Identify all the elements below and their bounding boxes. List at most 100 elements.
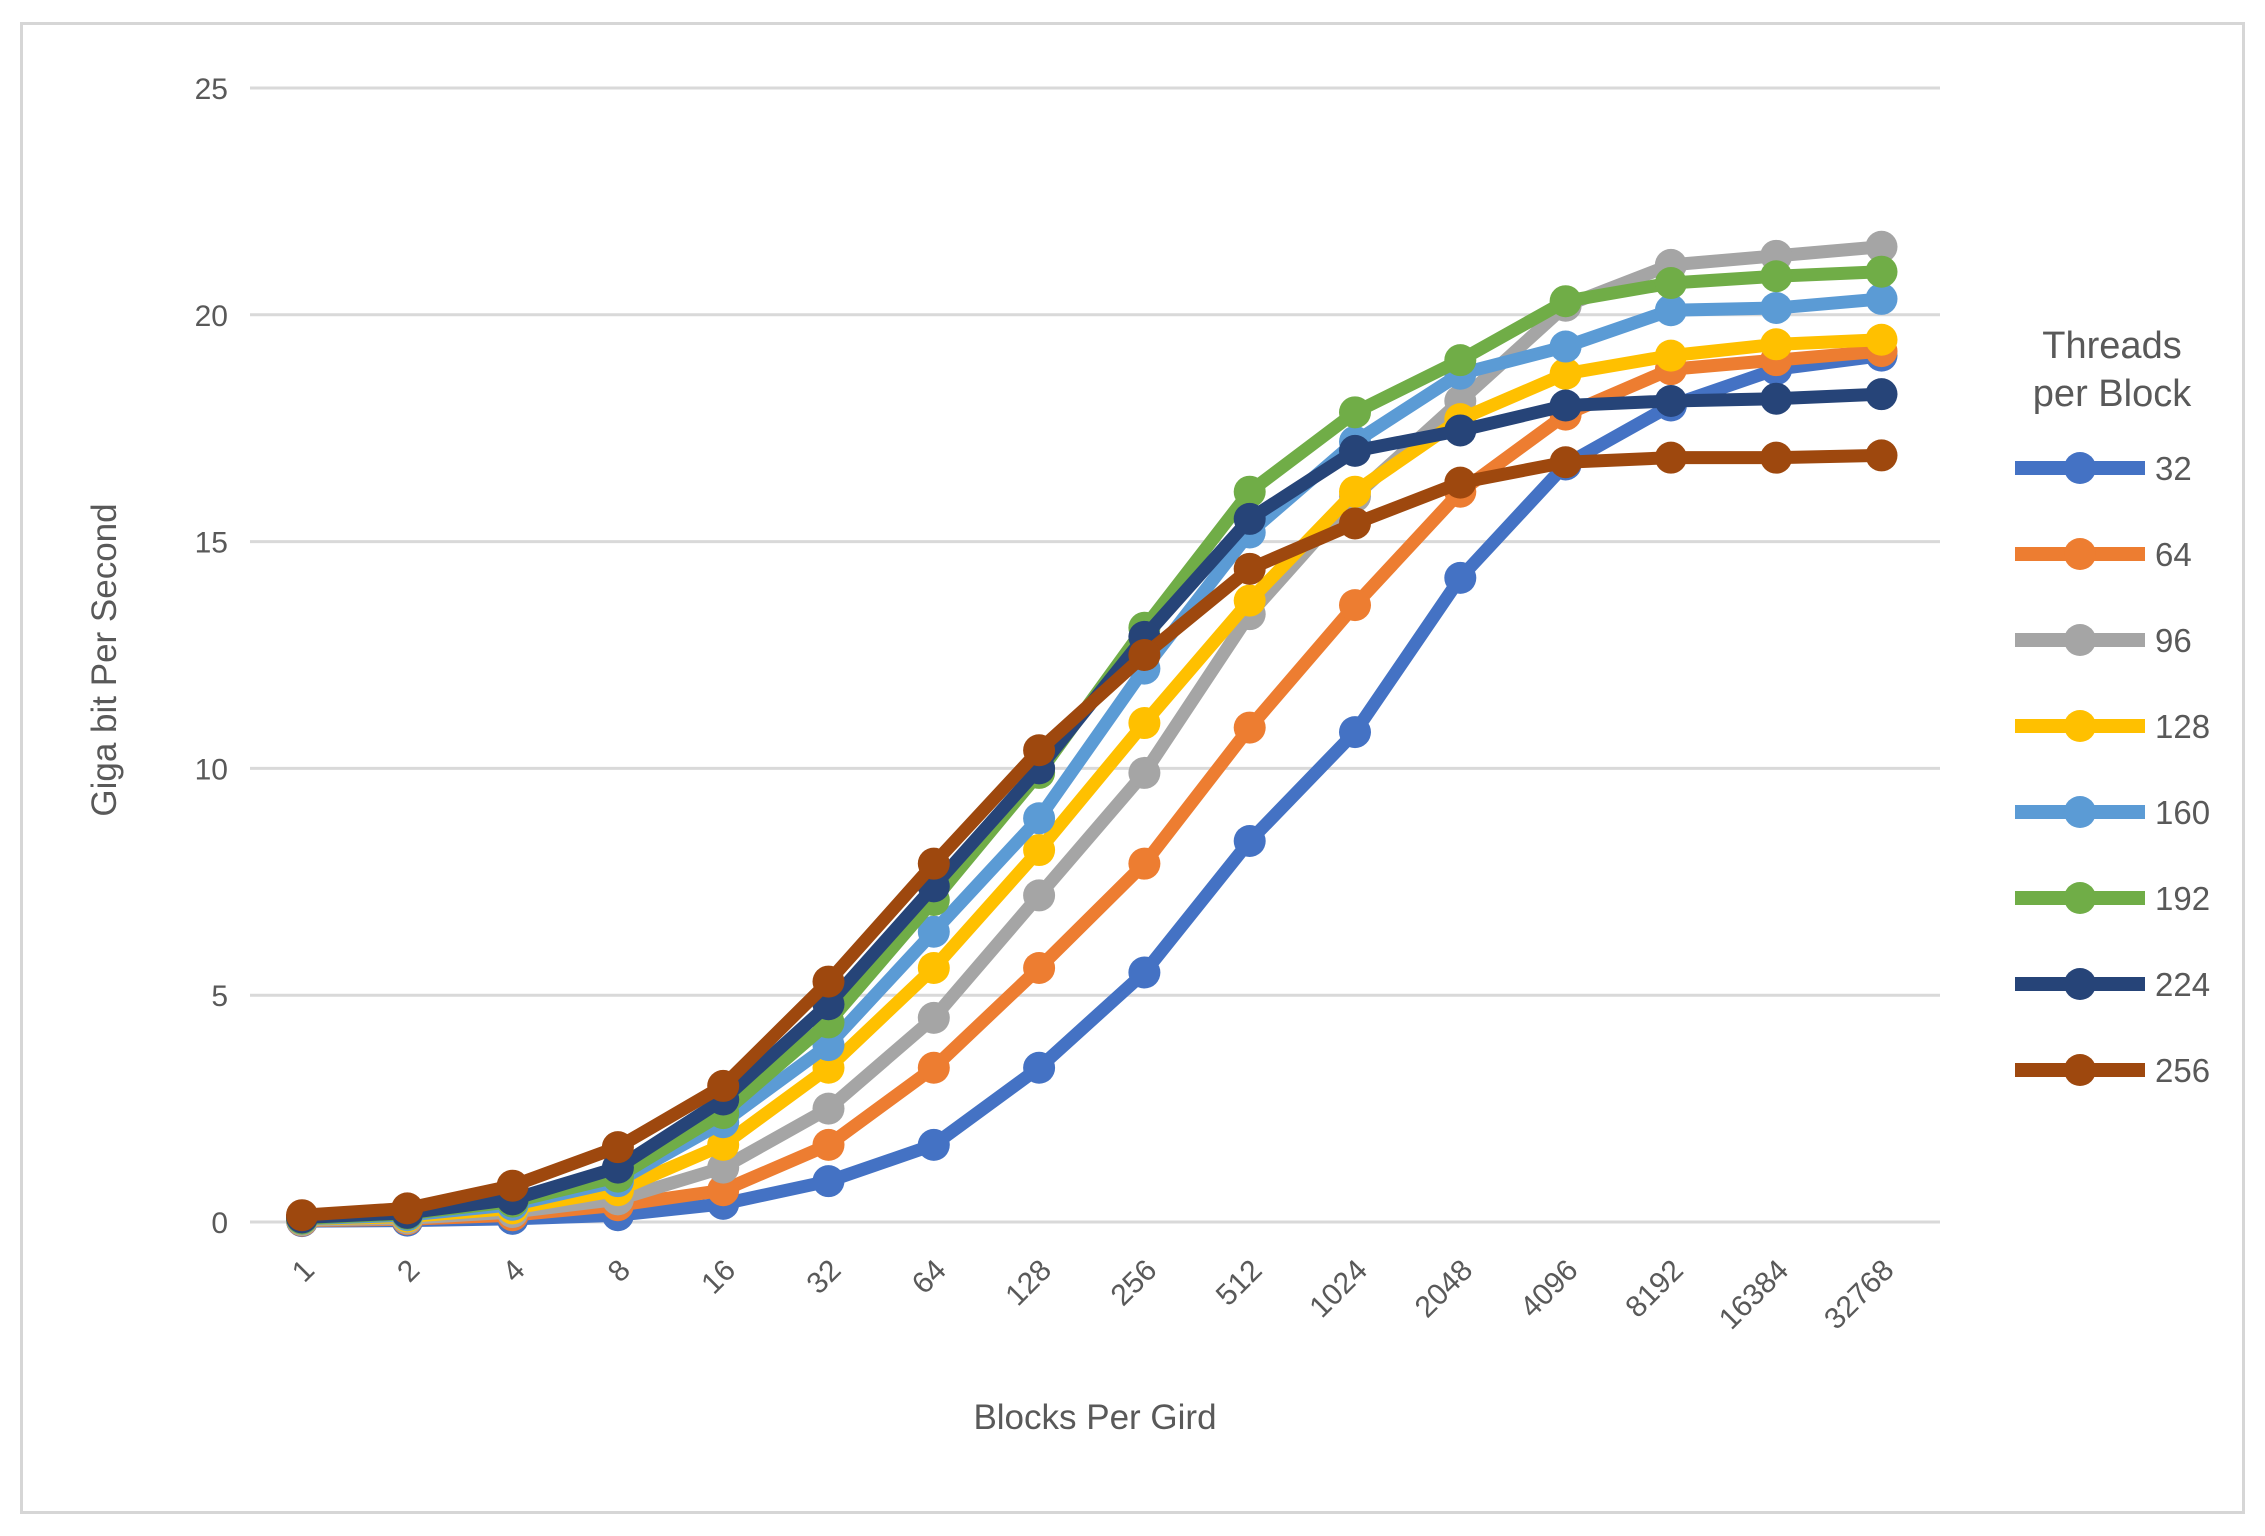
x-tick-label: 512 [1210,1254,1269,1313]
x-tick-label: 1 [286,1254,321,1289]
series-160 [286,282,1898,1235]
data-point [601,1131,634,1164]
data-point [1760,291,1793,324]
series-line [301,387,1882,1224]
data-point [1128,707,1161,740]
legend-label: 192 [2155,880,2210,917]
legend-marker-dot [2064,624,2096,656]
data-point [1444,466,1477,499]
legend-marker-dot [2064,710,2096,742]
x-tick-label: 2048 [1409,1254,1480,1325]
data-point [1339,589,1371,622]
data-point [1339,396,1371,429]
data-point [1444,344,1477,377]
y-axis-title: Giga bit Per Second [85,503,124,817]
data-point [1444,414,1477,447]
legend-marker-dot [2064,968,2096,1000]
data-point [707,1128,740,1161]
legend-marker-dot [2064,882,2096,914]
legend: Threads per Block 32 64 96 128 160 192 224 256 [2015,325,2210,1089]
legend-item-160: 160 [2015,794,2210,831]
legend-marker-dot [2064,1054,2096,1086]
y-tick-label: 5 [211,980,228,1013]
data-point [1339,434,1371,467]
legend-label: 160 [2155,794,2210,831]
data-point [1339,716,1371,749]
x-tick-label: 32 [801,1254,848,1301]
data-point [1023,1051,1056,1084]
data-point [1654,294,1687,327]
data-point [1865,230,1898,263]
x-tick-label: 8192 [1619,1254,1690,1325]
data-point [1760,441,1793,474]
x-tick-label: 4 [496,1254,531,1289]
data-point [1023,834,1056,867]
data-point [812,965,845,998]
y-tick-label: 0 [211,1207,228,1240]
y-tick-label: 10 [195,753,228,786]
data-point [1549,330,1582,363]
y-tick-label: 20 [195,300,228,333]
legend-item-224: 224 [2015,966,2210,1003]
legend-title: per Block [2033,373,2192,415]
legend-item-192: 192 [2015,880,2210,917]
data-point [1654,441,1687,474]
x-tick-label: 256 [1105,1254,1164,1313]
series-line [301,349,1883,1228]
series-line [301,448,1882,1222]
x-tick-label: 2 [391,1254,426,1289]
data-point [1339,475,1371,508]
data-point [1023,951,1056,984]
data-point [1233,711,1266,744]
data-point [1760,328,1793,361]
legend-label: 96 [2155,622,2192,659]
data-point [1128,956,1161,989]
legend-item-256: 256 [2015,1052,2210,1089]
series-line [301,333,1882,1226]
series-line [301,292,1883,1226]
data-point [917,847,950,880]
data-point [1865,439,1898,472]
data-point [1023,802,1056,835]
x-axis-title: Blocks Per Gird [973,1398,1217,1437]
legend-marker-dot [2064,796,2096,828]
legend-title: Threads [2042,325,2181,367]
data-point [1128,847,1161,880]
data-point [1549,285,1582,318]
data-point [1865,378,1898,411]
data-point [1654,267,1687,300]
series-256 [286,439,1898,1232]
data-point [1444,561,1477,594]
data-point [917,1128,950,1161]
x-tick-label: 32768 [1818,1254,1900,1336]
x-tick-label: 128 [999,1254,1058,1313]
legend-item-32: 32 [2015,450,2192,487]
data-point [496,1169,529,1202]
legend-label: 128 [2155,708,2210,745]
series-224 [286,378,1898,1234]
data-point [1128,756,1161,789]
data-point [1233,824,1266,857]
legend-label: 32 [2155,450,2192,487]
data-point [1654,339,1687,372]
data-point [1233,584,1266,617]
legend-marker-dot [2064,452,2096,484]
data-point [812,1128,845,1161]
data-point [1549,357,1582,390]
data-point [1023,879,1056,912]
data-point [1549,446,1582,479]
data-point [1760,260,1793,293]
data-point [1549,389,1582,422]
data-point [1654,384,1687,417]
data-point [1233,552,1266,585]
x-tick-label: 4096 [1514,1254,1585,1325]
legend-item-128: 128 [2015,708,2210,745]
y-tick-label: 15 [195,527,228,560]
data-point [1865,282,1898,315]
legend-marker-dot [2064,538,2096,570]
data-point [286,1199,318,1232]
x-tick-label: 64 [906,1254,953,1301]
data-point [707,1174,740,1207]
legend-item-96: 96 [2015,622,2192,659]
